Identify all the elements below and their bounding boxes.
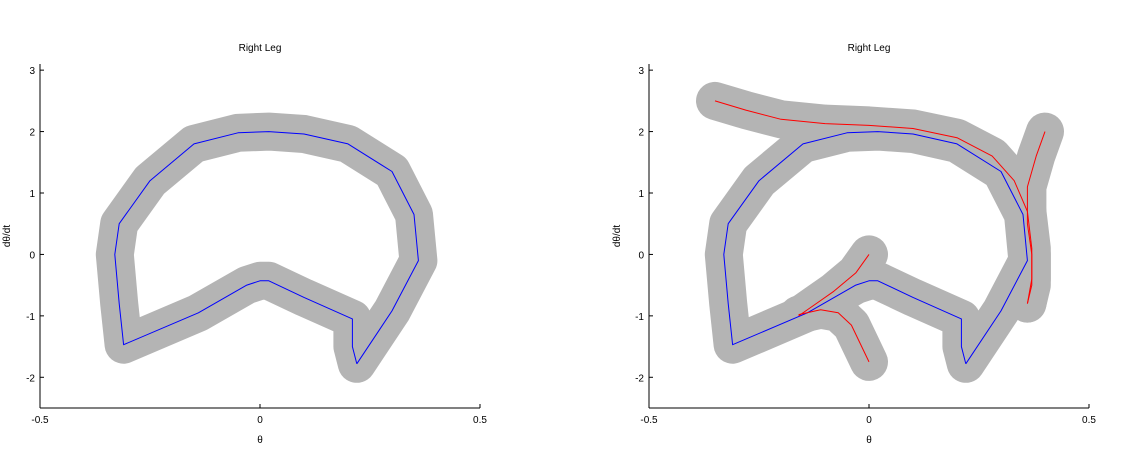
x-tick-label: 0.5	[473, 415, 487, 426]
y-tick-label: -1	[26, 312, 35, 323]
left-y-axis-label: dθ/dt	[2, 225, 13, 247]
red-trajectory-line-2	[1026, 131, 1046, 304]
left-ticks: -2 -1 0 1 2 3 -0.5 0 0.5	[26, 66, 487, 426]
y-tick-label: -2	[635, 373, 644, 384]
right-plot-title: Right Leg	[848, 43, 891, 54]
y-tick-label: -2	[26, 373, 35, 384]
x-tick-label: 0.5	[1082, 415, 1096, 426]
y-tick-label: -1	[635, 312, 644, 323]
right-ticks: -2 -1 0 1 2 3 -0.5 0 0.5	[635, 66, 1096, 426]
red-trajectory-line-4	[798, 309, 870, 363]
right-y-axis-label: dθ/dt	[612, 225, 623, 247]
red-trajectory-line-3	[798, 254, 870, 317]
blue-trajectory-line-0	[114, 131, 419, 365]
right-plot-panel: Right Leg -2 -1 0 1 2 3 -0.5 0 0.5 θ dθ/dt	[612, 43, 1096, 446]
x-tick-label: 0	[866, 415, 872, 426]
right-series-lines	[714, 100, 1046, 365]
left-plot-title: Right Leg	[239, 43, 282, 54]
y-tick-label: 0	[638, 250, 644, 261]
y-tick-label: 0	[29, 250, 35, 261]
blue-trajectory-line-0	[723, 131, 1028, 365]
y-tick-label: 3	[29, 66, 35, 77]
tube-band-4	[779, 290, 888, 381]
y-tick-label: 1	[29, 189, 35, 200]
y-tick-label: 1	[638, 189, 644, 200]
x-tick-label: -0.5	[640, 415, 658, 426]
y-tick-label: 3	[638, 66, 644, 77]
right-gray-bands	[696, 81, 1064, 383]
red-trajectory-line-1	[714, 100, 1033, 304]
x-tick-label: 0	[257, 415, 263, 426]
right-x-axis-label: θ	[866, 435, 872, 446]
y-tick-label: 2	[638, 128, 644, 139]
left-series-lines	[114, 131, 419, 365]
x-tick-label: -0.5	[31, 415, 49, 426]
left-plot-panel: Right Leg -2 -1 0 1 2 3 -0.5 0 0.5 θ dθ/dt	[2, 43, 487, 446]
left-x-axis-label: θ	[257, 435, 263, 446]
y-tick-label: 2	[29, 128, 35, 139]
